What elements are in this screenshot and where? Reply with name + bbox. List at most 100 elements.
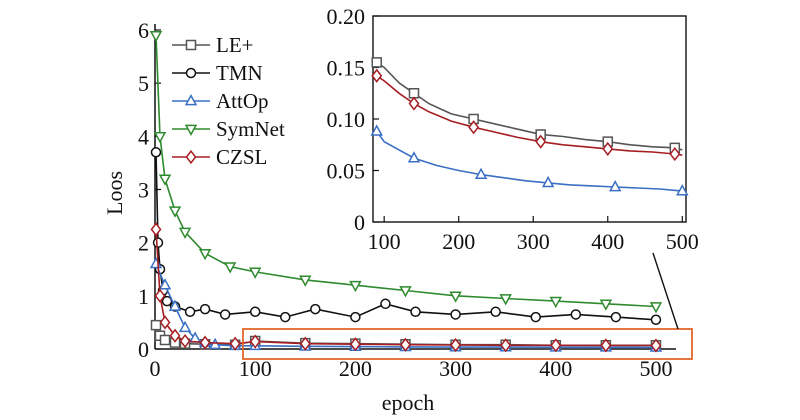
data-point-attop bbox=[168, 299, 182, 311]
inset-x-tick-label: 400 bbox=[591, 229, 624, 254]
inset-data-point-attop bbox=[541, 175, 555, 188]
data-point-tmn bbox=[152, 237, 164, 248]
inset-data-point-attop bbox=[370, 124, 383, 136]
data-point-tmn bbox=[199, 303, 211, 315]
inset-y-tick-label: 0.15 bbox=[327, 56, 366, 81]
legend-label-le: LE+ bbox=[216, 33, 254, 57]
data-point-czsl bbox=[229, 336, 241, 351]
data-point-tmn bbox=[650, 314, 662, 326]
data-point-tmn bbox=[219, 309, 231, 320]
inset-data-point-czsl bbox=[602, 141, 614, 156]
inset-x-tick-label: 500 bbox=[666, 229, 699, 254]
data-point-attop bbox=[178, 320, 192, 333]
legend-label-symnet: SymNet bbox=[216, 117, 285, 141]
data-point-symnet bbox=[549, 296, 562, 309]
data-point-czsl bbox=[600, 338, 612, 353]
x-tick-label: 300 bbox=[439, 356, 472, 381]
data-point-czsl bbox=[154, 288, 166, 303]
data-point-czsl bbox=[179, 333, 191, 349]
inset-data-point-le bbox=[408, 88, 420, 99]
legend-marker-symnet bbox=[184, 124, 198, 136]
x-tick-label: 200 bbox=[339, 356, 372, 381]
data-point-tmn bbox=[150, 147, 162, 158]
y-tick-label: 0 bbox=[138, 337, 149, 362]
x-tick-label: 0 bbox=[150, 356, 161, 381]
inset-x-tick-label: 200 bbox=[442, 229, 475, 254]
data-point-tmn bbox=[450, 309, 461, 320]
legend-label-attop: AttOp bbox=[216, 89, 269, 113]
y-tick-label: 1 bbox=[138, 284, 149, 309]
data-point-tmn bbox=[410, 306, 421, 318]
inset-y-tick-label: 0.05 bbox=[327, 159, 366, 184]
data-point-czsl bbox=[400, 337, 411, 352]
data-point-tmn bbox=[530, 311, 541, 323]
data-point-tmn bbox=[490, 306, 501, 318]
inset-data-point-czsl bbox=[669, 146, 681, 162]
data-point-tmn bbox=[280, 311, 291, 323]
data-point-symnet bbox=[223, 262, 237, 274]
data-point-symnet bbox=[599, 299, 613, 311]
data-point-tmn bbox=[570, 309, 582, 320]
legend-marker-czsl bbox=[185, 149, 197, 165]
y-tick-label: 2 bbox=[138, 231, 149, 256]
data-point-symnet bbox=[168, 206, 182, 218]
data-point-czsl bbox=[299, 336, 311, 351]
inset-plot: 0 0.05 0.10 0.15 0.20 100 200 300 400 500 bbox=[327, 4, 699, 254]
y-axis-label: Loos bbox=[102, 171, 127, 215]
data-point-le bbox=[150, 319, 162, 331]
inset-data-point-czsl bbox=[408, 96, 420, 111]
inset-series-line-attop bbox=[376, 130, 683, 192]
data-point-czsl bbox=[349, 337, 361, 352]
data-point-symnet bbox=[153, 131, 167, 144]
inset-y-tick-label: 0.10 bbox=[327, 107, 366, 132]
inset-data-point-attop bbox=[676, 184, 689, 196]
data-point-czsl bbox=[159, 315, 171, 330]
inset-y-tick-label: 0 bbox=[354, 210, 365, 235]
data-point-symnet bbox=[198, 248, 212, 261]
data-point-le bbox=[159, 334, 171, 346]
legend-marker-attop bbox=[184, 94, 198, 106]
inset-data-point-le bbox=[371, 57, 382, 68]
data-point-tmn bbox=[380, 298, 391, 310]
y-tick-label: 4 bbox=[138, 124, 149, 149]
inset-data-point-le bbox=[602, 136, 613, 147]
x-tick-label: 100 bbox=[239, 356, 272, 381]
y-tick-label: 3 bbox=[138, 178, 149, 203]
data-point-czsl bbox=[249, 334, 261, 349]
inset-x-tick-label: 300 bbox=[517, 229, 550, 254]
legend-marker-le bbox=[185, 39, 197, 51]
zoom-connector-line bbox=[652, 252, 679, 330]
inset-y-tick-label: 0.20 bbox=[327, 4, 366, 29]
data-point-symnet bbox=[649, 302, 663, 314]
data-point-tmn bbox=[310, 303, 321, 315]
x-axis-label: epoch bbox=[382, 390, 435, 415]
data-point-symnet bbox=[178, 227, 192, 239]
data-point-symnet bbox=[158, 174, 172, 186]
inset-x-tick-label: 100 bbox=[368, 229, 401, 254]
data-point-czsl bbox=[199, 335, 211, 350]
x-tick-label: 500 bbox=[639, 356, 672, 381]
data-point-tmn bbox=[161, 295, 173, 307]
data-point-symnet bbox=[349, 280, 362, 293]
data-point-czsl bbox=[450, 337, 462, 353]
inset-series-line-czsl bbox=[376, 75, 683, 156]
y-tick-label: 6 bbox=[138, 18, 149, 43]
inset-data-point-czsl bbox=[371, 68, 383, 83]
inset-data-point-le bbox=[468, 113, 479, 125]
inset-data-point-attop bbox=[474, 167, 488, 179]
data-point-symnet bbox=[248, 267, 262, 279]
inset-frame bbox=[372, 15, 687, 223]
data-point-symnet bbox=[149, 30, 163, 43]
inset-data-point-attop bbox=[407, 151, 421, 163]
data-point-czsl bbox=[150, 222, 162, 237]
data-point-symnet bbox=[499, 294, 512, 306]
legend-marker-tmn bbox=[185, 67, 197, 79]
data-point-tmn bbox=[350, 311, 361, 323]
data-point-tmn bbox=[610, 311, 622, 323]
legend: LE+ TMN AttOp SymNet CZSL bbox=[172, 33, 285, 169]
data-point-czsl bbox=[650, 338, 662, 353]
data-point-tmn bbox=[249, 306, 261, 318]
data-point-symnet bbox=[449, 291, 462, 303]
legend-label-tmn: TMN bbox=[216, 61, 263, 85]
